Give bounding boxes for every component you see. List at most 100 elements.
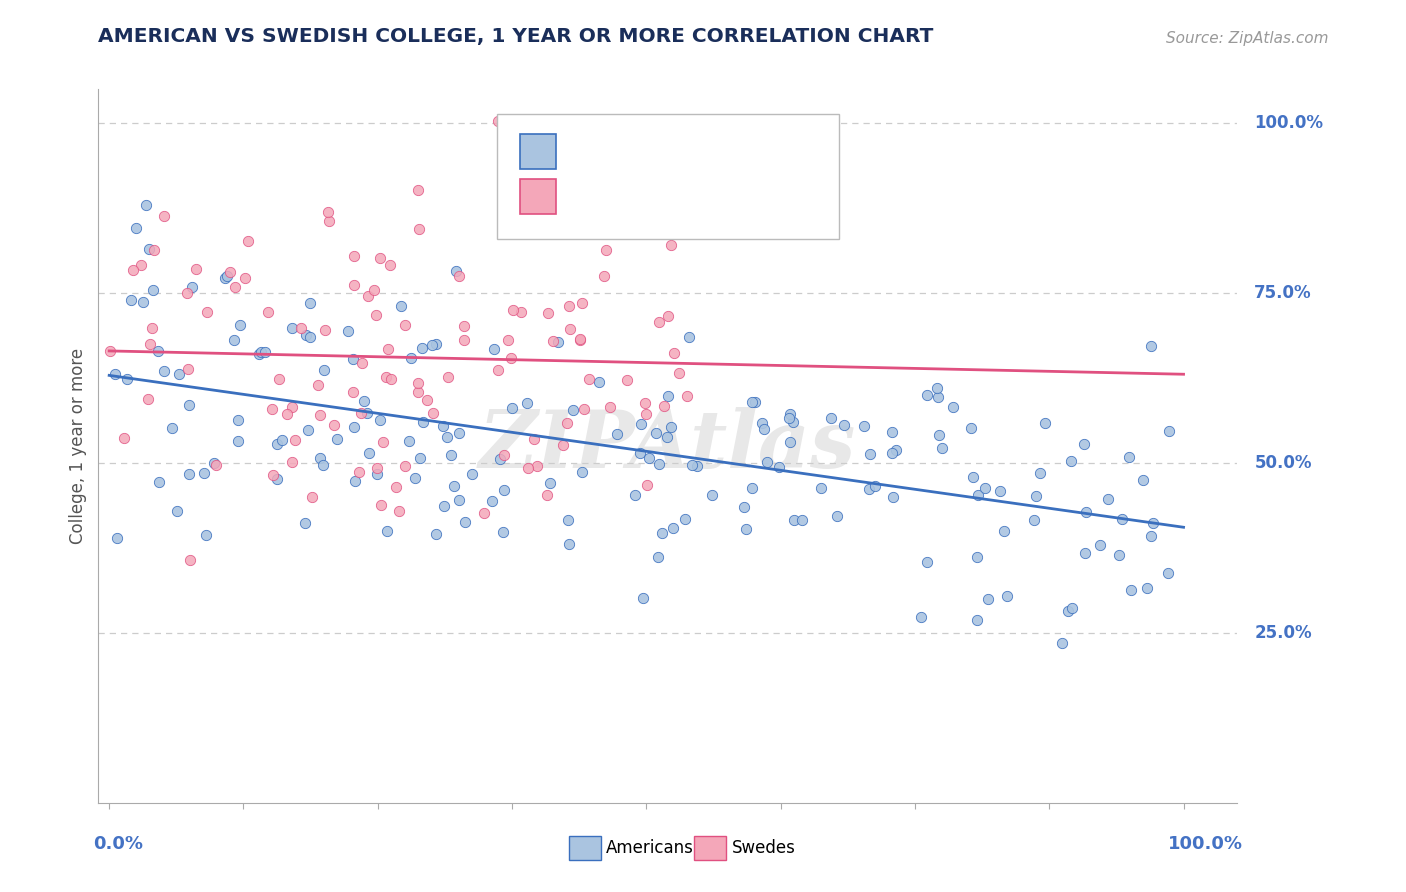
Point: [1074, 546, 1097, 560]
Point: [280, 400, 302, 414]
Point: [377, 342, 399, 356]
Point: [1159, 424, 1181, 438]
Point: [1073, 436, 1095, 450]
Point: [648, 457, 671, 471]
Point: [294, 516, 316, 530]
Point: [571, 296, 593, 310]
Point: [425, 336, 447, 351]
Point: [536, 488, 558, 502]
Point: [880, 445, 903, 459]
Point: [488, 362, 510, 376]
Point: [536, 306, 558, 320]
Point: [146, 343, 169, 358]
Point: [236, 234, 259, 248]
Point: [406, 385, 429, 400]
Point: [966, 613, 988, 627]
Point: [408, 222, 430, 236]
Point: [678, 330, 700, 344]
Point: [734, 522, 756, 536]
Point: [202, 456, 225, 470]
Point: [104, 367, 127, 381]
Point: [496, 333, 519, 347]
Point: [370, 498, 392, 512]
Point: [318, 214, 340, 228]
Text: Source: ZipAtlas.com: Source: ZipAtlas.com: [1166, 31, 1329, 46]
Point: [371, 434, 394, 449]
Point: [648, 315, 671, 329]
Point: [1052, 636, 1074, 650]
Point: [1088, 538, 1111, 552]
Point: [1059, 454, 1081, 468]
Point: [853, 418, 876, 433]
Point: [751, 416, 773, 430]
Point: [558, 322, 581, 336]
Point: [547, 334, 569, 349]
Point: [180, 280, 202, 294]
Point: [447, 493, 470, 508]
Point: [522, 212, 544, 227]
Point: [915, 555, 938, 569]
Point: [422, 337, 444, 351]
Point: [882, 425, 904, 439]
Point: [960, 421, 983, 435]
Point: [624, 488, 647, 502]
Point: [308, 451, 330, 466]
Point: [219, 265, 242, 279]
Point: [1108, 548, 1130, 562]
Point: [768, 460, 790, 475]
Point: [489, 451, 512, 466]
Point: [494, 448, 516, 462]
Point: [309, 408, 332, 422]
Point: [668, 367, 690, 381]
Point: [388, 504, 411, 518]
Point: [177, 361, 200, 376]
Point: [404, 470, 426, 484]
Point: [342, 352, 364, 367]
Point: [588, 375, 610, 389]
Point: [1142, 516, 1164, 530]
Point: [380, 258, 402, 272]
Point: [105, 532, 128, 546]
Point: [284, 434, 307, 448]
Point: [882, 490, 904, 504]
Point: [1118, 450, 1140, 464]
Point: [226, 413, 249, 427]
Point: [638, 451, 661, 466]
Point: [744, 395, 766, 409]
Point: [314, 323, 336, 337]
Point: [142, 283, 165, 297]
Point: [1025, 489, 1047, 503]
Point: [779, 407, 801, 421]
Point: [1057, 604, 1080, 618]
Point: [132, 295, 155, 310]
Point: [662, 521, 685, 535]
Point: [449, 268, 471, 283]
Point: [363, 284, 385, 298]
Point: [1074, 505, 1097, 519]
Point: [562, 402, 585, 417]
Point: [633, 591, 655, 605]
Text: 75.0%: 75.0%: [1254, 284, 1312, 302]
Point: [569, 332, 592, 346]
Text: 0.0%: 0.0%: [93, 835, 143, 853]
Point: [1140, 529, 1163, 543]
Point: [942, 400, 965, 414]
Point: [917, 388, 939, 402]
Point: [247, 346, 270, 360]
Point: [256, 305, 278, 319]
Text: 100.0%: 100.0%: [1168, 835, 1243, 853]
Point: [214, 271, 236, 285]
Point: [366, 467, 388, 481]
Point: [526, 458, 548, 473]
Point: [399, 351, 422, 365]
Point: [112, 431, 135, 445]
Point: [350, 356, 373, 370]
Text: 50.0%: 50.0%: [1254, 454, 1312, 472]
Point: [499, 351, 522, 365]
Point: [634, 396, 657, 410]
Point: [733, 500, 755, 514]
Point: [394, 458, 416, 473]
Point: [741, 481, 763, 495]
FancyBboxPatch shape: [695, 836, 725, 860]
Point: [1140, 339, 1163, 353]
